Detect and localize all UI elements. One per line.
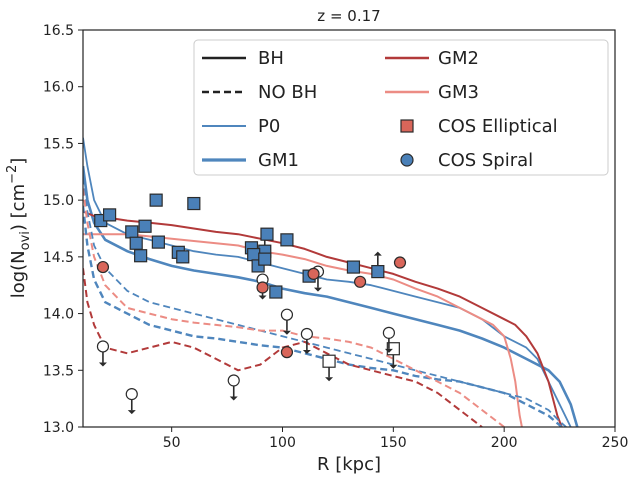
legend-gm3-label: GM3	[438, 82, 479, 103]
spiral-detection-marker	[247, 247, 261, 262]
elliptical-upper-limit-arrow-head	[384, 348, 393, 353]
spiral-upper-limit-marker	[386, 342, 400, 356]
series-line-p0-bh	[83, 137, 572, 427]
elliptical-upper-limit-marker	[280, 308, 294, 321]
series-line-gm1-no-bh	[83, 205, 563, 427]
series-line-p0-no-bh	[83, 177, 567, 427]
legend: BH NO BH P0 GM1 GM2 GM3 COS Elliptical COS Spir…	[193, 39, 609, 176]
elliptical-upper-limit-arrow-head	[282, 330, 291, 335]
y-tick-label: 14.5	[43, 250, 74, 266]
elliptical-upper-limit-arrow-head	[127, 410, 136, 415]
spiral-detection-marker	[176, 250, 190, 264]
legend-box	[193, 39, 609, 176]
spiral-detection-marker	[138, 219, 152, 233]
legend-cos-elliptical-swatch	[400, 119, 414, 133]
spiral-detection-marker	[149, 193, 163, 207]
spiral-detection-marker	[260, 227, 274, 241]
x-tick-label: 50	[163, 435, 181, 451]
legend-cos-elliptical-label: COS Elliptical	[438, 116, 558, 137]
elliptical-detection-marker	[307, 267, 320, 280]
y-tick-label: 15.5	[43, 136, 74, 152]
y-tick-label: 14.0	[43, 307, 74, 323]
y-tick-label: 13.0	[43, 420, 74, 436]
elliptical-detection-marker	[280, 346, 294, 359]
spiral-lower-limit-arrow-head	[373, 251, 382, 256]
elliptical-upper-limit-marker	[382, 326, 395, 339]
spiral-detection-marker	[134, 249, 148, 263]
elliptical-detection-marker	[96, 260, 110, 274]
chart-title: z = 0.17	[317, 7, 380, 25]
spiral-upper-limit-arrow-head	[389, 364, 398, 369]
spiral-detection-marker	[187, 196, 201, 211]
elliptical-detection-marker	[256, 281, 269, 294]
elliptical-detection-marker	[393, 256, 407, 269]
elliptical-upper-limit-marker	[300, 327, 313, 341]
elliptical-upper-limit-arrow-head	[313, 287, 322, 292]
y-tick-label: 16.0	[43, 80, 74, 96]
legend-gm1-label: GM1	[258, 150, 299, 171]
y-axis-label: log(Novi) [cm−2]	[5, 158, 33, 299]
legend-no-bh-label: NO BH	[258, 82, 317, 103]
elliptical-upper-limit-arrow-head	[302, 349, 311, 354]
spiral-detection-marker	[346, 260, 361, 274]
y-tick-label: 15.0	[43, 193, 74, 209]
elliptical-upper-limit-arrow-head	[98, 362, 107, 367]
spiral-lower-limit-marker	[371, 265, 385, 279]
x-axis: 50 100 150 200 250	[163, 427, 629, 451]
legend-cos-spiral-swatch	[400, 153, 414, 167]
elliptical-upper-limit-marker	[96, 340, 110, 353]
x-axis-label: R [kpc]	[317, 454, 381, 475]
spiral-detection-marker	[269, 285, 283, 299]
spiral-detection-marker	[129, 236, 143, 250]
elliptical-upper-limit-marker	[125, 388, 138, 401]
series-line-gm3-no-bh	[83, 188, 505, 427]
y-tick-label: 16.5	[43, 23, 74, 39]
spiral-detection-marker	[102, 208, 117, 222]
x-tick-label: 100	[269, 435, 296, 451]
elliptical-upper-limit-marker	[227, 374, 240, 387]
legend-p0-label: P0	[258, 116, 280, 137]
legend-cos-spiral-label: COS Spiral	[438, 150, 533, 171]
x-tick-label: 200	[491, 435, 518, 451]
elliptical-detection-marker	[353, 275, 367, 288]
spiral-detection-marker	[125, 225, 139, 239]
spiral-detection-marker	[280, 233, 294, 247]
legend-gm2-label: GM2	[438, 48, 479, 69]
spiral-detection-marker	[151, 235, 165, 249]
cos-markers	[94, 193, 407, 415]
plot-frame	[82, 29, 616, 428]
y-tick-label: 13.5	[43, 363, 74, 379]
x-tick-label: 250	[602, 435, 629, 451]
series-lines	[83, 137, 579, 427]
spiral-upper-limit-marker	[322, 354, 336, 368]
legend-bh-label: BH	[258, 48, 284, 69]
x-tick-label: 150	[380, 435, 407, 451]
elliptical-upper-limit-arrow-head	[258, 295, 267, 300]
spiral-upper-limit-arrow-head	[325, 377, 334, 382]
series-line-gm2-no-bh	[83, 268, 483, 427]
y-axis: 13.0 13.5 14.0 14.5 15.0 15.5 16.0 16.5	[43, 23, 83, 436]
elliptical-upper-limit-arrow-head	[229, 396, 238, 401]
spiral-detection-marker	[258, 252, 272, 266]
